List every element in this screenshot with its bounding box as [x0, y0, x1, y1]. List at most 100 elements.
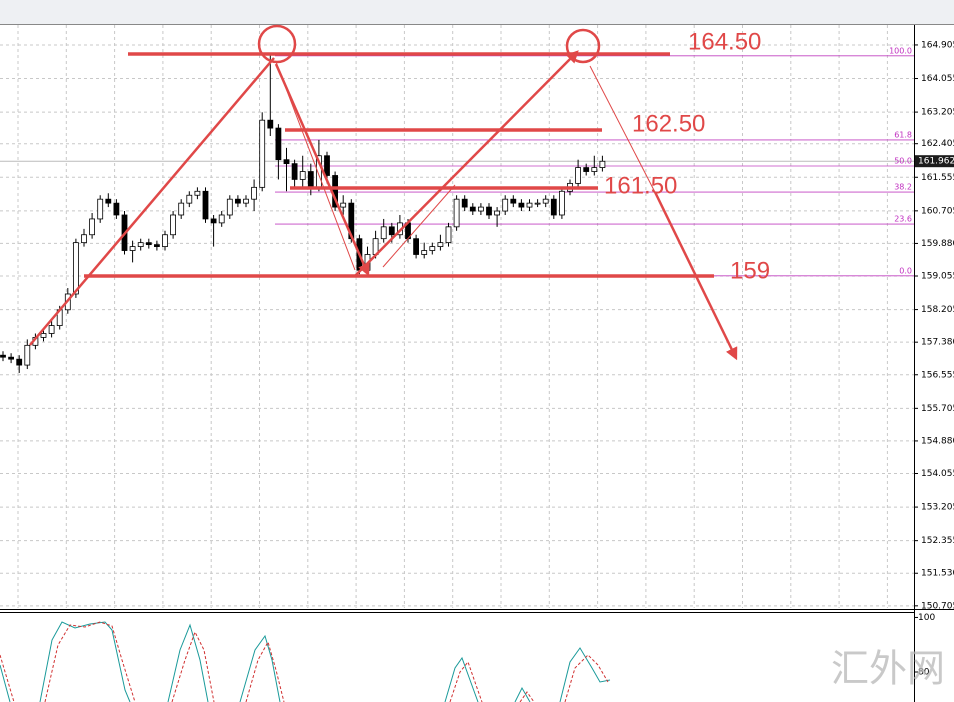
fib-label: 61.8 [894, 130, 912, 139]
candle-body [73, 242, 79, 295]
candle-body [226, 198, 233, 216]
annotation: 159 [730, 257, 770, 284]
last-price-label: 161.962 [918, 157, 954, 167]
arrow [354, 50, 579, 277]
candle-body [178, 202, 185, 216]
trend-line [29, 57, 275, 346]
y-tick-label: 154.055 [921, 469, 954, 479]
y-tick-label: 150.705 [921, 601, 954, 611]
candle-body [145, 242, 152, 246]
candle-body [137, 242, 144, 247]
annotation: 164.50 [688, 28, 761, 55]
candle-body [243, 198, 249, 204]
watermark: 汇外网 [831, 647, 945, 691]
candle-body [89, 218, 95, 236]
candle-body [291, 163, 298, 180]
candle-body [583, 167, 590, 172]
candle-body [105, 198, 112, 204]
fib-label: 100.0 [889, 46, 912, 55]
candle-body [599, 160, 606, 168]
candle-body [81, 234, 87, 244]
y-tick-label: 159.055 [921, 272, 954, 282]
candle-body [234, 198, 241, 204]
candle-body [380, 226, 387, 240]
candle-body [534, 202, 541, 205]
candle-body [307, 171, 314, 188]
y-tick-label: 163.205 [921, 108, 954, 118]
candle-body [469, 206, 476, 212]
oscillator-tick-label: 100 [918, 613, 935, 623]
fib-label: 38.2 [894, 183, 912, 192]
y-axis: 164.905 164.055 163.205 162.405 161.555 160.7… [914, 40, 954, 611]
candle-body [324, 155, 330, 176]
y-tick-label: 162.405 [921, 139, 954, 149]
y-tick-label: 151.530 [921, 569, 954, 579]
candle-body [16, 358, 23, 366]
candle-body [575, 167, 581, 184]
candle-body [129, 246, 136, 251]
candle-body [559, 190, 565, 216]
candle-body [494, 210, 501, 216]
candle-body [526, 202, 533, 208]
candle-body [542, 198, 549, 204]
candle-body [0, 354, 6, 358]
y-tick-label: 155.705 [921, 404, 954, 414]
candle-body [48, 325, 55, 334]
y-tick-label: 159.880 [921, 239, 954, 249]
candle-body [518, 202, 525, 208]
candle-body [97, 198, 104, 220]
circle [257, 24, 297, 64]
candle-body [413, 238, 420, 255]
fib-label: 50.0 [894, 157, 912, 166]
y-tick-label: 160.705 [921, 206, 954, 216]
candle-body [283, 159, 290, 165]
oscillator-main [0, 621, 611, 702]
drawings: 164.50 162.50 161.50 159 [29, 24, 770, 361]
candle-body [477, 206, 484, 212]
candle-body [194, 190, 201, 196]
circle [565, 28, 601, 64]
candle-body [453, 198, 460, 228]
candle-body [218, 214, 225, 224]
candle-body [510, 198, 517, 204]
candle-body [40, 333, 47, 338]
candle-body [186, 194, 193, 204]
candle-body [421, 250, 428, 255]
candle-body [259, 119, 266, 188]
candle-body [170, 214, 177, 236]
arrow [274, 63, 370, 277]
y-tick-label: 157.380 [921, 338, 954, 348]
y-tick-label: 156.555 [921, 370, 954, 380]
candle-body [429, 246, 436, 251]
candle-body [340, 202, 347, 208]
candle-body [202, 190, 209, 220]
candle-body [437, 242, 444, 247]
last-price-box [915, 155, 954, 168]
candle-body [162, 234, 168, 247]
candle-body [591, 167, 598, 172]
candle-body [388, 226, 395, 236]
candle-body [275, 127, 282, 161]
candle-body [299, 171, 306, 180]
candle-body [267, 119, 274, 129]
candle-body [251, 186, 258, 200]
oscillator-tick-label: 80 [918, 668, 930, 678]
trend-line [382, 184, 456, 268]
candle-body [445, 226, 452, 244]
fib-label: 23.6 [894, 215, 912, 224]
y-tick-label: 154.880 [921, 436, 954, 446]
toolbar [0, 0, 954, 24]
annotation: 161.50 [604, 172, 677, 199]
y-tick-label: 153.205 [921, 503, 954, 513]
candle-body [486, 206, 492, 216]
candle-body [113, 202, 120, 216]
trend-line [589, 65, 659, 199]
fib-label: 0.0 [899, 266, 912, 275]
candle-body [24, 344, 31, 366]
fibonacci: 100.0 61.8 50.0 38.2 23.6 0.0 [275, 46, 914, 277]
annotation: 162.50 [632, 110, 705, 137]
candle-body [210, 218, 217, 224]
oscillator-signal [0, 621, 609, 702]
y-tick-label: 152.355 [921, 536, 954, 546]
